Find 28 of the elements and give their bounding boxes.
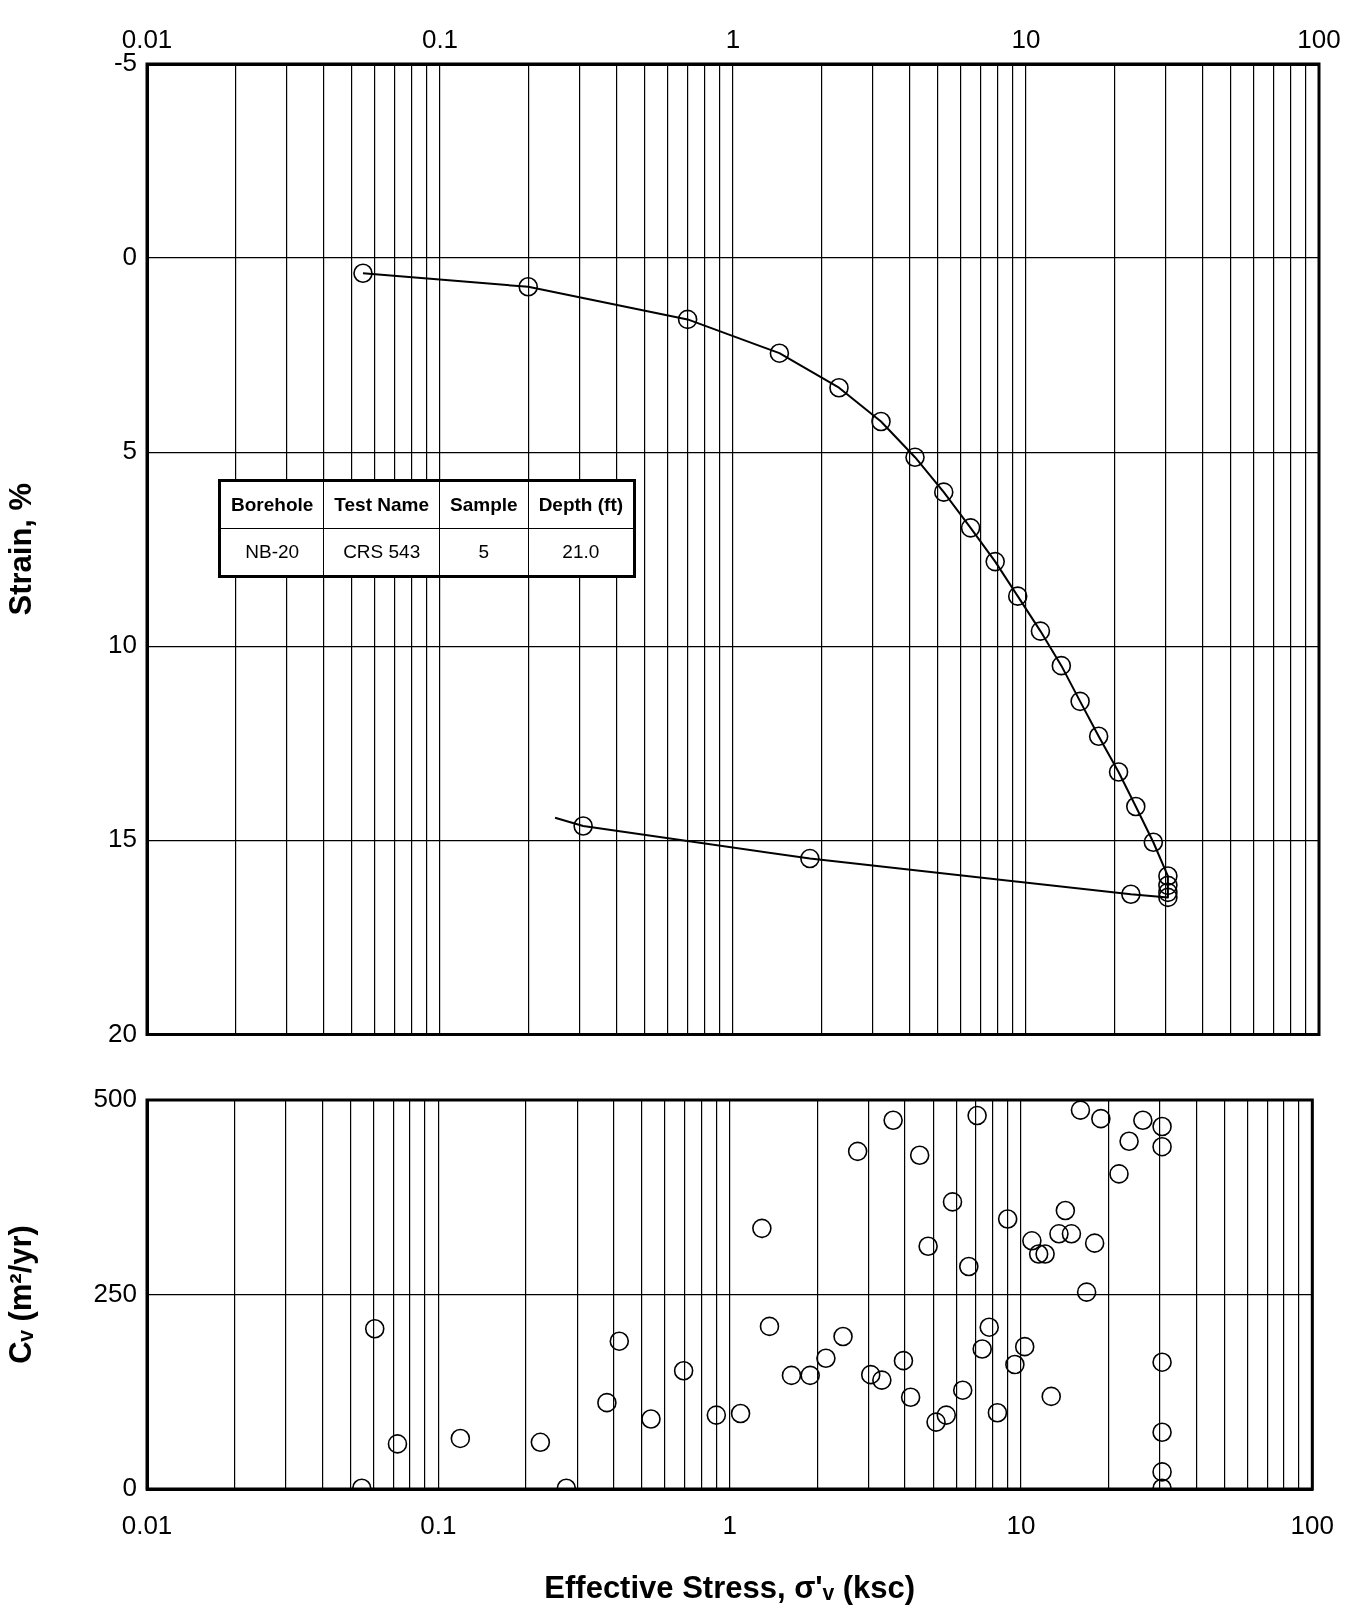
annotation: NB-20 [219,528,324,577]
y-tick-label: 250 [93,1277,137,1308]
x-tick-label: 0.1 [421,23,459,54]
y-axis-title: Cᵥ (m²/yr) [3,1225,39,1364]
annotation: 5 [439,528,529,577]
y-axis-title: Strain, % [3,482,39,616]
x-tick-label: 0.01 [121,1509,173,1540]
x-tick-label: 1 [722,1509,737,1540]
x-tick-label: 0.1 [420,1509,457,1540]
y-tick-label: 0 [122,1472,137,1503]
x-tick-label: 100 [1297,23,1341,54]
annotation: Depth (ft) [528,480,635,529]
y-tick-label: 20 [108,1017,137,1048]
x-tick-label: 10 [1011,23,1041,54]
y-tick-label: 10 [108,629,137,660]
x-tick-label: 100 [1290,1509,1335,1540]
annotation: CRS 543 [323,528,440,577]
x-tick-label: 10 [1006,1509,1036,1540]
annotation: 21.0 [528,528,635,577]
x-axis-title: Effective Stress, σ'ᵥ (ksc) [544,1569,915,1605]
annotation: Test Name [323,480,440,529]
annotation: Sample [439,480,529,529]
x-tick-label: 1 [725,23,741,54]
y-tick-label: 5 [122,435,137,466]
annotation: Borehole [219,480,324,529]
y-tick-label: 500 [93,1083,137,1114]
y-tick-label: 15 [108,823,137,854]
y-tick-label: 0 [122,241,137,272]
